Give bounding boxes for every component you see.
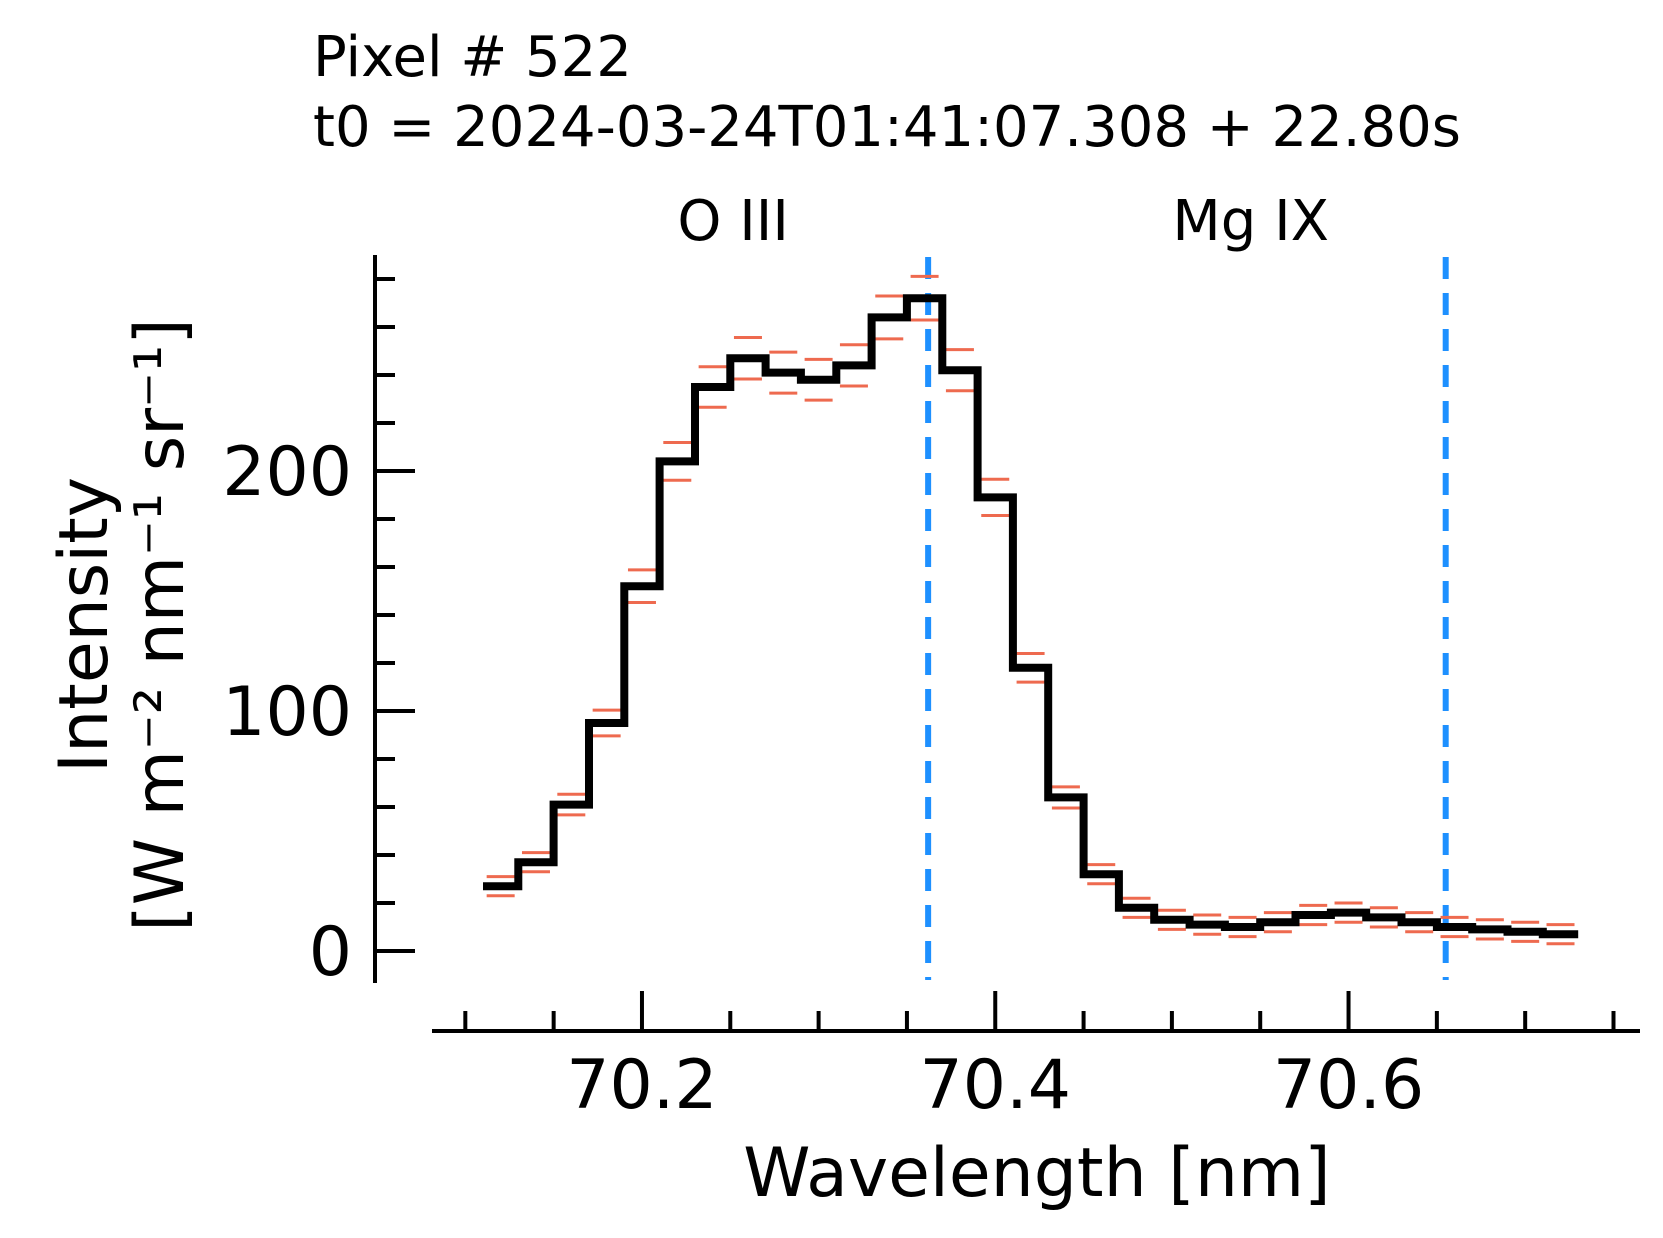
chart-title-line-2: t0 = 2024-03-24T01:41:07.308 + 22.80s (313, 95, 1461, 160)
x-tick-label: 70.2 (566, 1046, 717, 1125)
chart-title-line-1: Pixel # 522 (313, 25, 632, 90)
x-axis-label: Wavelength [nm] (743, 1134, 1330, 1213)
x-tick-label: 70.6 (1273, 1046, 1424, 1125)
y-tick-label: 100 (222, 673, 352, 752)
reference-line-label: Mg IX (1172, 189, 1329, 254)
x-tick-label: 70.4 (920, 1046, 1071, 1125)
reference-line-label: O III (677, 189, 788, 254)
spectrum-step-line (483, 294, 1579, 939)
y-axis-label-line-2: [W m⁻² nm⁻¹ sr⁻¹] (121, 318, 200, 932)
y-axis-label-line-1: Intensity (45, 477, 124, 773)
y-tick-label: 200 (222, 433, 352, 512)
y-tick-label: 0 (309, 913, 352, 992)
